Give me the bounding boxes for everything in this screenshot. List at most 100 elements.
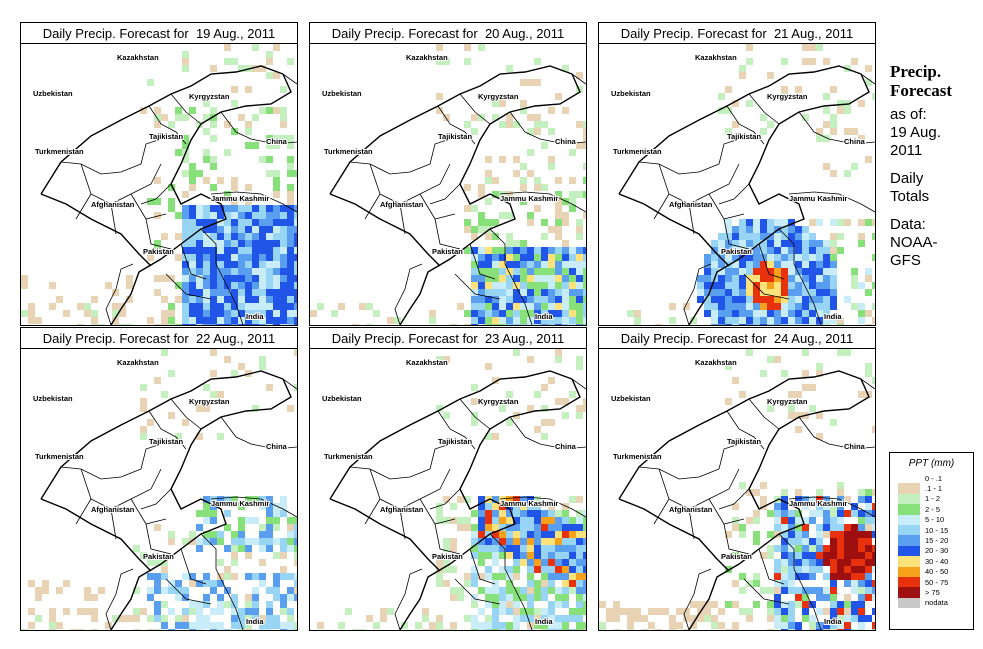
- precip-cell: [245, 289, 252, 296]
- precip-cell: [562, 212, 569, 219]
- precip-cell: [562, 545, 569, 552]
- precip-cell: [210, 268, 217, 275]
- precip-cell: [576, 524, 583, 531]
- precip-cell: [196, 268, 203, 275]
- precip-cell: [562, 629, 569, 630]
- precip-cell: [520, 163, 527, 170]
- precip-cell: [576, 531, 583, 538]
- precip-cell: [562, 254, 569, 261]
- precip-cell: [583, 622, 586, 629]
- precip-cell: [576, 587, 583, 594]
- precip-cell: [569, 268, 576, 275]
- precip-cell: [527, 247, 534, 254]
- precip-cell: [534, 296, 541, 303]
- precip-cell: [809, 510, 816, 517]
- precip-cell: [492, 114, 499, 121]
- precip-cell: [273, 622, 280, 629]
- precip-cell: [513, 559, 520, 566]
- precip-cell: [781, 489, 788, 496]
- precip-cell: [294, 622, 297, 629]
- precip-cell: [583, 559, 586, 566]
- precip-cell: [471, 566, 478, 573]
- border-line: [369, 163, 451, 205]
- precip-cell: [781, 261, 788, 268]
- precip-cell: [548, 156, 555, 163]
- precip-cell: [238, 629, 245, 630]
- precip-cell: [527, 545, 534, 552]
- precip-cell: [562, 219, 569, 226]
- precip-cell: [280, 226, 287, 233]
- precip-cell: [210, 317, 217, 324]
- precip-cell: [802, 349, 809, 356]
- precip-cell: [203, 303, 210, 310]
- border-line: [571, 73, 586, 85]
- precip-cell: [499, 566, 506, 573]
- precip-cell: [287, 268, 294, 275]
- precip-cell: [457, 496, 464, 503]
- precip-cell: [562, 580, 569, 587]
- precip-cell: [217, 226, 224, 233]
- precip-cell: [238, 545, 245, 552]
- precip-cell: [273, 135, 280, 142]
- precip-cell: [718, 275, 725, 282]
- precip-cell: [450, 622, 457, 629]
- precip-cell: [471, 289, 478, 296]
- precip-cell: [210, 233, 217, 240]
- precip-cell: [119, 615, 126, 622]
- precip-cell: [865, 496, 872, 503]
- precip-cell: [161, 114, 168, 121]
- precip-cell: [534, 391, 541, 398]
- precip-cell: [91, 324, 98, 325]
- precip-cell: [287, 517, 294, 524]
- precip-cell: [865, 363, 872, 370]
- precip-cell: [450, 503, 457, 510]
- precip-cell: [541, 317, 548, 324]
- precip-cell: [527, 114, 534, 121]
- map-label-pakistan: Pakistan: [432, 247, 463, 256]
- precip-cell: [527, 303, 534, 310]
- precip-cell: [802, 324, 809, 325]
- precip-cell: [830, 594, 837, 601]
- precip-cell: [872, 517, 875, 524]
- precip-cell: [259, 240, 266, 247]
- precip-cell: [837, 601, 844, 608]
- precip-cell: [576, 72, 583, 79]
- precip-cell: [245, 545, 252, 552]
- precip-cell: [112, 303, 119, 310]
- precip-cell: [781, 268, 788, 275]
- precip-cell: [252, 142, 259, 149]
- precip-cell: [56, 622, 63, 629]
- precip-cell: [259, 615, 266, 622]
- precip-cell: [287, 254, 294, 261]
- precip-cell: [767, 289, 774, 296]
- legend-item: 30 - 40: [898, 556, 973, 567]
- border-line: [723, 218, 750, 250]
- precip-cell: [485, 254, 492, 261]
- daily-label: Daily: [890, 170, 924, 187]
- legend-item: 0 - .1: [898, 473, 973, 484]
- precip-cell: [627, 310, 634, 317]
- border-line: [148, 105, 187, 145]
- legend-swatch: [898, 524, 920, 536]
- precip-cell: [259, 538, 266, 545]
- precip-cell: [287, 289, 294, 296]
- precip-cell: [203, 594, 210, 601]
- precip-cell: [485, 198, 492, 205]
- precip-cell: [669, 622, 676, 629]
- precip-cell: [774, 545, 781, 552]
- precip-cell: [711, 615, 718, 622]
- precip-cell: [534, 261, 541, 268]
- precip-cell: [823, 317, 830, 324]
- precip-cell: [865, 370, 872, 377]
- precip-cell: [175, 114, 182, 121]
- precip-cell: [851, 503, 858, 510]
- precip-cell: [492, 296, 499, 303]
- precip-cell: [534, 552, 541, 559]
- precip-cell: [576, 573, 583, 580]
- precip-cell: [844, 608, 851, 615]
- precip-cell: [583, 177, 586, 184]
- border-line: [748, 398, 780, 430]
- precip-cell: [534, 426, 541, 433]
- precip-cell: [231, 268, 238, 275]
- border-line: [282, 378, 297, 390]
